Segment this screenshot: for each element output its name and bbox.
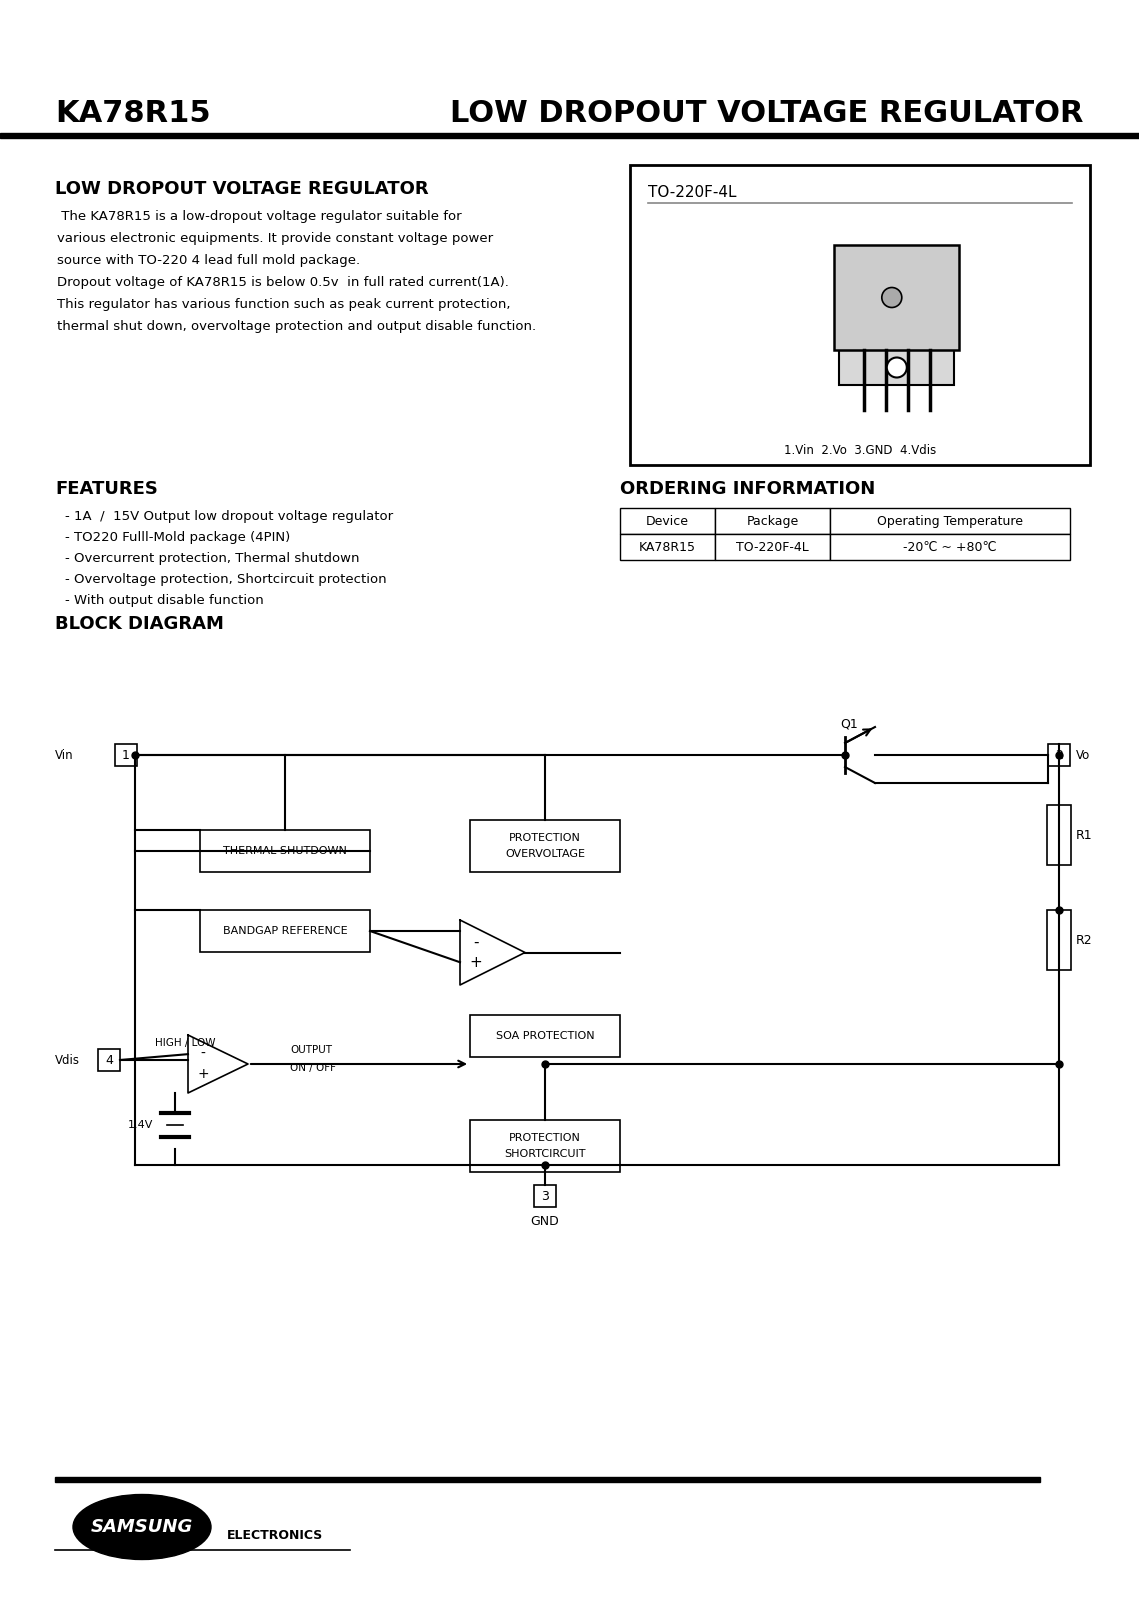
Text: - Overvoltage protection, Shortcircuit protection: - Overvoltage protection, Shortcircuit p… — [65, 573, 386, 586]
Bar — [1047, 909, 1071, 970]
Text: R1: R1 — [1076, 828, 1092, 842]
Text: 2: 2 — [1055, 749, 1063, 762]
Text: R2: R2 — [1076, 933, 1092, 946]
Text: 1: 1 — [122, 749, 130, 762]
Text: Operating Temperature: Operating Temperature — [877, 514, 1023, 527]
Text: - 1A  /  15V Output low dropout voltage regulator: - 1A / 15V Output low dropout voltage re… — [65, 511, 393, 524]
Text: OVERVOLTAGE: OVERVOLTAGE — [505, 849, 585, 860]
Text: PROTECTION: PROTECTION — [509, 833, 581, 844]
Text: This regulator has various function such as peak current protection,: This regulator has various function such… — [57, 298, 510, 311]
Text: ELECTRONICS: ELECTRONICS — [227, 1529, 323, 1542]
Text: BANDGAP REFERENCE: BANDGAP REFERENCE — [223, 925, 347, 937]
Text: source with TO-220 4 lead full mold package.: source with TO-220 4 lead full mold pack… — [57, 255, 360, 267]
Text: TO-220F-4L: TO-220F-4L — [736, 541, 809, 554]
Text: various electronic equipments. It provide constant voltage power: various electronic equipments. It provid… — [57, 232, 493, 245]
Text: BLOCK DIAGRAM: BLOCK DIAGRAM — [55, 615, 224, 632]
Text: Vin: Vin — [55, 749, 74, 762]
Bar — [534, 1185, 556, 1207]
Text: SOA PROTECTION: SOA PROTECTION — [495, 1031, 595, 1041]
Bar — [620, 535, 715, 560]
Text: Vo: Vo — [1076, 749, 1090, 762]
Text: 4: 4 — [105, 1053, 113, 1066]
Bar — [830, 508, 1070, 535]
Bar — [630, 165, 1090, 464]
Text: THERMAL SHUTDOWN: THERMAL SHUTDOWN — [223, 845, 347, 857]
Text: 3: 3 — [541, 1190, 549, 1202]
Bar — [470, 1015, 620, 1057]
Text: Dropout voltage of KA78R15 is below 0.5v  in full rated current(1A).: Dropout voltage of KA78R15 is below 0.5v… — [57, 275, 509, 290]
Text: LOW DROPOUT VOLTAGE REGULATOR: LOW DROPOUT VOLTAGE REGULATOR — [450, 99, 1083, 128]
Bar — [115, 744, 137, 765]
Ellipse shape — [73, 1494, 211, 1559]
Text: Vdis: Vdis — [55, 1053, 80, 1066]
Text: TO-220F-4L: TO-220F-4L — [648, 186, 737, 200]
Text: - Overcurrent protection, Thermal shutdown: - Overcurrent protection, Thermal shutdo… — [65, 552, 360, 565]
Bar — [200, 909, 370, 953]
Bar — [1047, 805, 1071, 865]
Text: LOW DROPOUT VOLTAGE REGULATOR: LOW DROPOUT VOLTAGE REGULATOR — [55, 179, 428, 199]
Text: The KA78R15 is a low-dropout voltage regulator suitable for: The KA78R15 is a low-dropout voltage reg… — [57, 210, 461, 223]
Bar — [470, 820, 620, 873]
Text: Package: Package — [746, 514, 798, 527]
Bar — [839, 351, 954, 384]
Text: GND: GND — [531, 1215, 559, 1228]
Text: SHORTCIRCUIT: SHORTCIRCUIT — [505, 1150, 585, 1159]
Text: - With output disable function: - With output disable function — [65, 594, 264, 607]
Text: ON / OFF: ON / OFF — [290, 1063, 336, 1073]
Text: -20℃ ~ +80℃: -20℃ ~ +80℃ — [903, 541, 997, 554]
Polygon shape — [460, 921, 525, 985]
Text: SAMSUNG: SAMSUNG — [91, 1518, 194, 1535]
Text: 1.4V: 1.4V — [128, 1121, 153, 1130]
Bar — [830, 535, 1070, 560]
Text: 1.Vin  2.Vo  3.GND  4.Vdis: 1.Vin 2.Vo 3.GND 4.Vdis — [784, 443, 936, 456]
Text: -: - — [473, 935, 478, 951]
Text: OUTPUT: OUTPUT — [290, 1045, 331, 1055]
Text: - TO220 Fulll-Mold package (4PIN): - TO220 Fulll-Mold package (4PIN) — [65, 532, 290, 544]
Bar — [200, 829, 370, 873]
Text: +: + — [197, 1066, 208, 1081]
Bar — [98, 1049, 120, 1071]
Text: PROTECTION: PROTECTION — [509, 1134, 581, 1143]
Bar — [620, 508, 715, 535]
Text: +: + — [469, 954, 483, 970]
Text: Q1: Q1 — [839, 717, 858, 730]
Text: thermal shut down, overvoltage protection and output disable function.: thermal shut down, overvoltage protectio… — [57, 320, 536, 333]
Bar — [715, 508, 830, 535]
Circle shape — [887, 357, 907, 378]
Polygon shape — [188, 1034, 248, 1093]
Text: ORDERING INFORMATION: ORDERING INFORMATION — [620, 480, 875, 498]
Bar — [1048, 744, 1070, 765]
Text: HIGH / LOW: HIGH / LOW — [155, 1037, 215, 1049]
Bar — [55, 1478, 1040, 1483]
Text: -: - — [200, 1047, 205, 1061]
Bar — [715, 535, 830, 560]
Text: KA78R15: KA78R15 — [55, 99, 211, 128]
Text: KA78R15: KA78R15 — [639, 541, 696, 554]
Text: Device: Device — [646, 514, 689, 527]
Text: FEATURES: FEATURES — [55, 480, 158, 498]
Bar — [834, 245, 959, 351]
Circle shape — [882, 288, 902, 307]
Bar — [470, 1121, 620, 1172]
Bar — [0, 133, 1139, 138]
